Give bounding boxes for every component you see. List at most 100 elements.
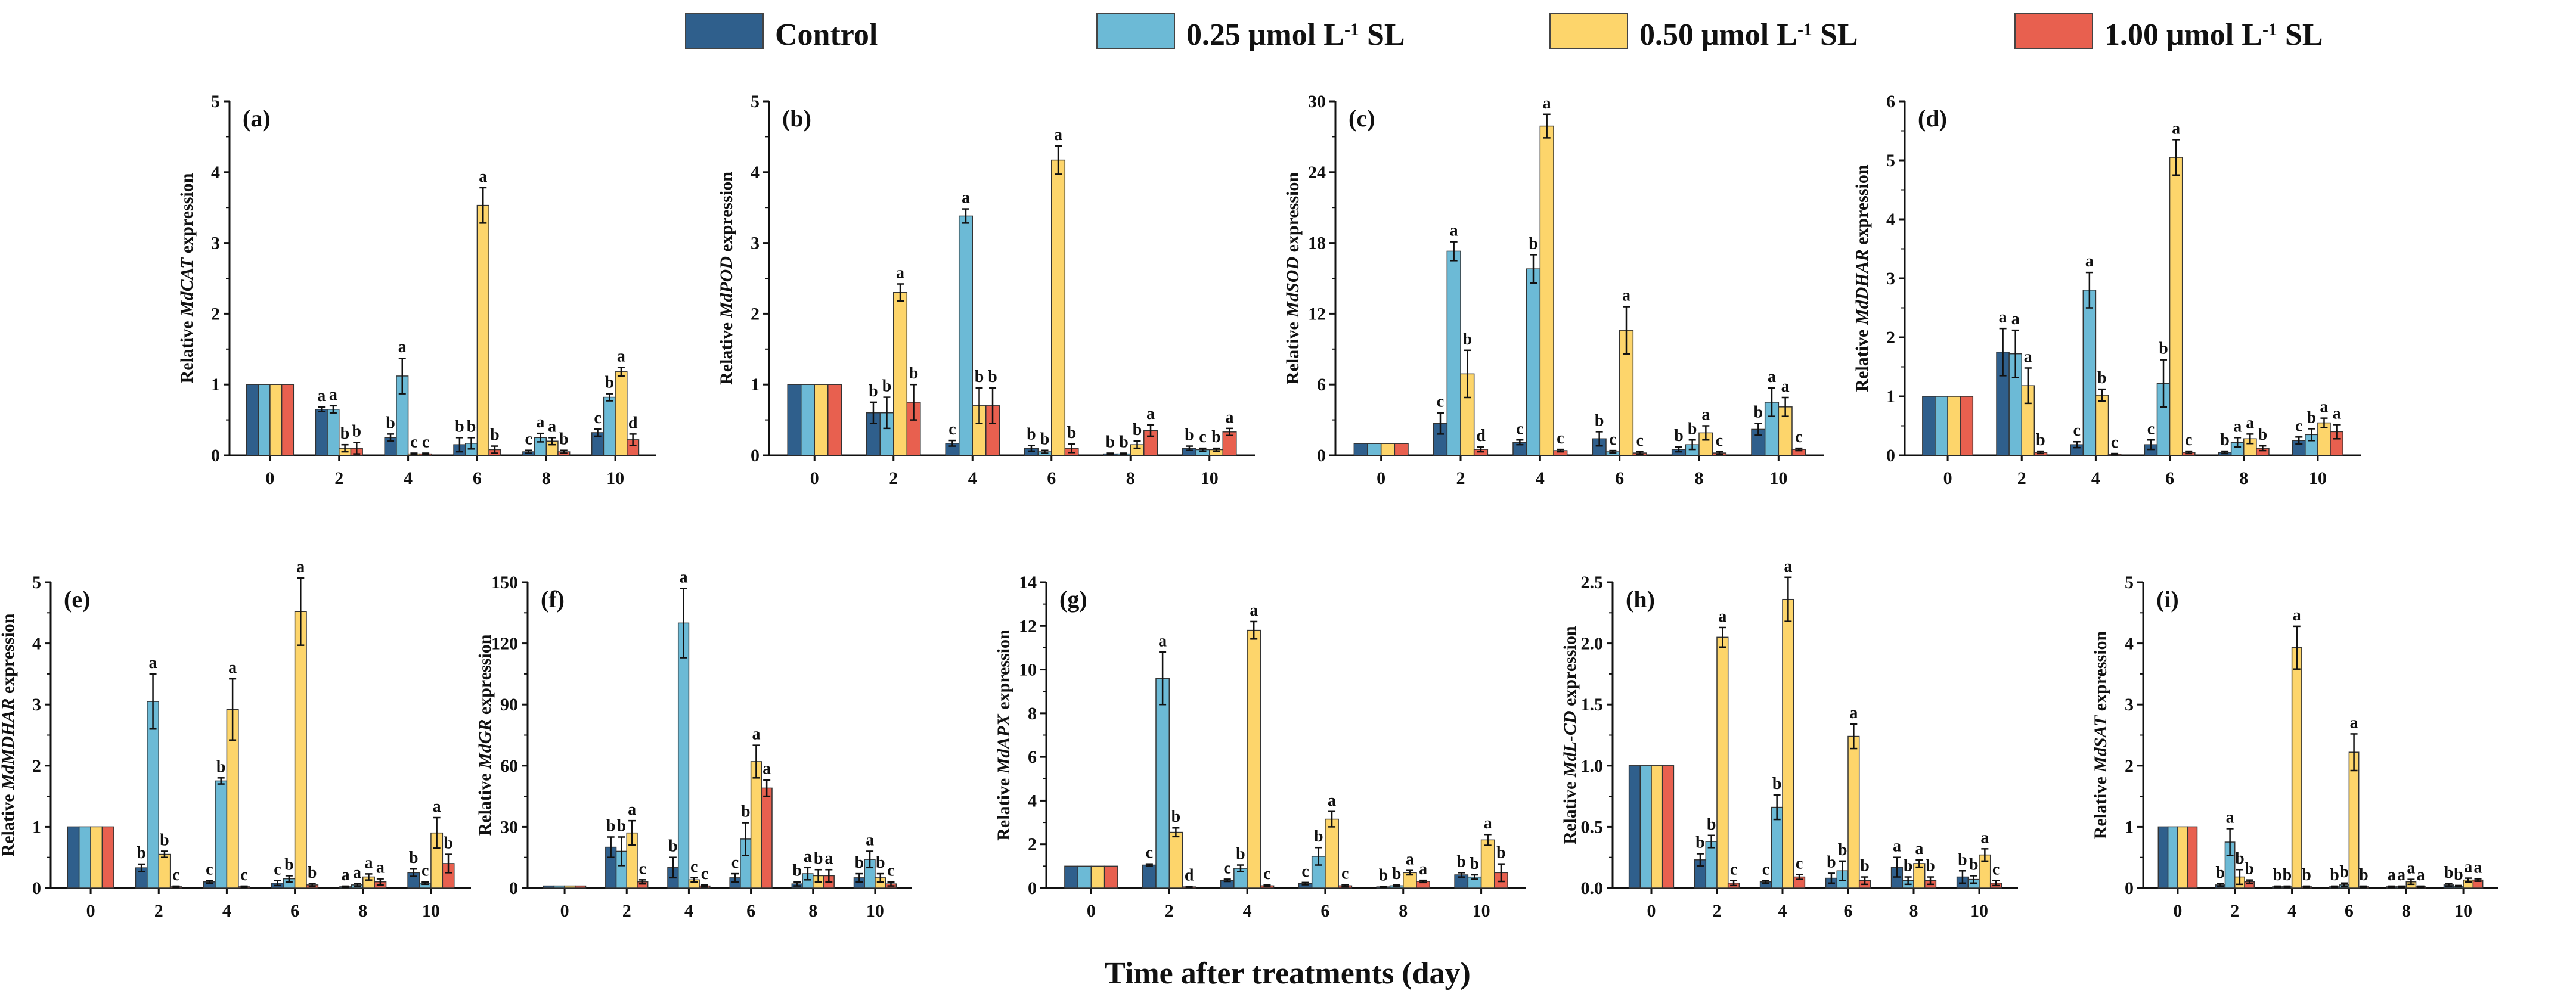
significance-letter: c [1146,844,1153,862]
significance-letter: b [605,374,614,392]
bar [1782,598,1794,889]
bar [1480,839,1495,889]
significance-letter: a [2320,398,2328,417]
significance-letter: a [2407,859,2415,878]
bar [677,622,690,889]
x-tick-label: 6 [473,468,482,488]
x-tick-label: 10 [1201,468,1219,488]
y-tick-label: 4 [1028,791,1037,810]
y-label-gene: MdAPX [994,713,1013,774]
y-label-suffix: expression [1283,172,1303,257]
legend-label-main: 0.50 μmol L [1639,18,1797,52]
y-tick-label: 3 [2125,695,2134,715]
significance-letter: a [1158,632,1167,650]
y-label-prefix: Relative [2091,772,2110,839]
x-tick-label: 10 [1970,901,1988,921]
y-tick-label: 2 [32,756,41,776]
significance-letter: b [352,423,361,441]
y-label-prefix: Relative [0,790,18,856]
significance-letter: b [1958,850,1967,869]
x-tick-label: 4 [404,468,413,488]
significance-letter: b [1772,775,1782,793]
bar [158,853,171,889]
significance-letter: b [1904,857,1913,875]
panel-label: (g) [1059,586,1087,613]
bar [2291,647,2302,889]
y-label-prefix: Relative [994,774,1013,840]
significance-letter: b [1496,844,1506,862]
y-tick-label: 2 [211,304,220,324]
significance-letter: a [317,387,326,405]
bar [215,780,228,889]
y-label-suffix: expression [2091,631,2110,715]
bar [1064,865,1078,889]
bar [1168,831,1183,889]
significance-letter: a [824,849,833,868]
x-tick-label: 0 [810,468,819,488]
bar [2167,826,2178,889]
bar [1446,250,1461,456]
significance-letter: a [680,568,688,586]
significance-letter: a [617,347,625,366]
bar [2348,751,2360,889]
significance-letter: a [2388,866,2396,884]
significance-letter: b [1926,857,1935,875]
significance-letter: a [433,797,441,816]
legend-label: 0.50 μmol L-1 SL [1639,18,1858,52]
significance-letter: c [1516,420,1523,438]
significance-letter: b [2454,865,2463,884]
bar [2095,395,2109,456]
y-label-gene: MdL-CD [1560,710,1580,778]
y-label-suffix: expression [475,634,495,719]
panel-label: (h) [1626,586,1655,613]
legend-label: 1.00 μmol L-1 SL [2104,18,2323,52]
significance-letter: b [792,862,802,880]
significance-letter: a [1781,377,1790,396]
significance-letter: a [804,847,812,866]
significance-letter: c [1557,429,1564,448]
significance-letter: b [137,844,146,862]
significance-letter: b [2245,860,2254,878]
y-label-prefix: Relative [177,316,197,383]
significance-letter: b [2359,866,2369,884]
y-tick-label: 0 [1317,446,1326,465]
significance-letter: c [701,865,708,883]
legend-label-main: Control [775,18,878,52]
significance-letter: a [1419,860,1427,878]
y-tick-label: 18 [1308,234,1326,253]
significance-letter: a [1915,840,1923,858]
significance-letter: b [1754,403,1763,422]
significance-letter: c [410,433,417,451]
x-tick-label: 0 [1943,468,1952,488]
significance-letter: b [2339,863,2349,881]
bar [258,384,271,456]
significance-letter: b [1595,411,1604,430]
bar [827,384,842,456]
panel-label: (d) [1918,105,1947,132]
significance-letter: b [1040,430,1050,449]
significance-letter: b [216,757,226,776]
significance-letter: b [1838,841,1847,859]
x-tick-label: 2 [334,468,343,488]
y-tick-label: 6 [1886,92,1895,111]
legend: Control 0.25 μmol L-1 SL 0.50 μmol L-1 SL 1… [685,13,2323,52]
significance-letter: c [594,409,601,427]
panel-h: 0.0 0.5 1.0 1.5 2.0 2.5 Relative MdL-CD expres… [1560,557,2018,921]
x-tick-label: 0 [560,901,569,921]
significance-letter: a [2464,858,2472,877]
y-label-prefix: Relative [1852,325,1872,392]
bar [543,885,555,889]
significance-letter: a [149,654,157,672]
y-label-gene: MdMDHAR [0,698,18,790]
y-label-suffix: expression [1852,164,1872,249]
bar [90,826,103,889]
y-axis-label: Relative MdDHAR expression [1852,164,1872,392]
x-tick-label: 2 [2017,468,2026,488]
bar [281,384,295,456]
x-tick-label: 0 [86,901,95,921]
significance-letter: a [536,413,544,431]
x-tick-label: 4 [1536,468,1545,488]
significance-letter: b [1379,866,1388,884]
significance-letter: b [814,849,823,868]
